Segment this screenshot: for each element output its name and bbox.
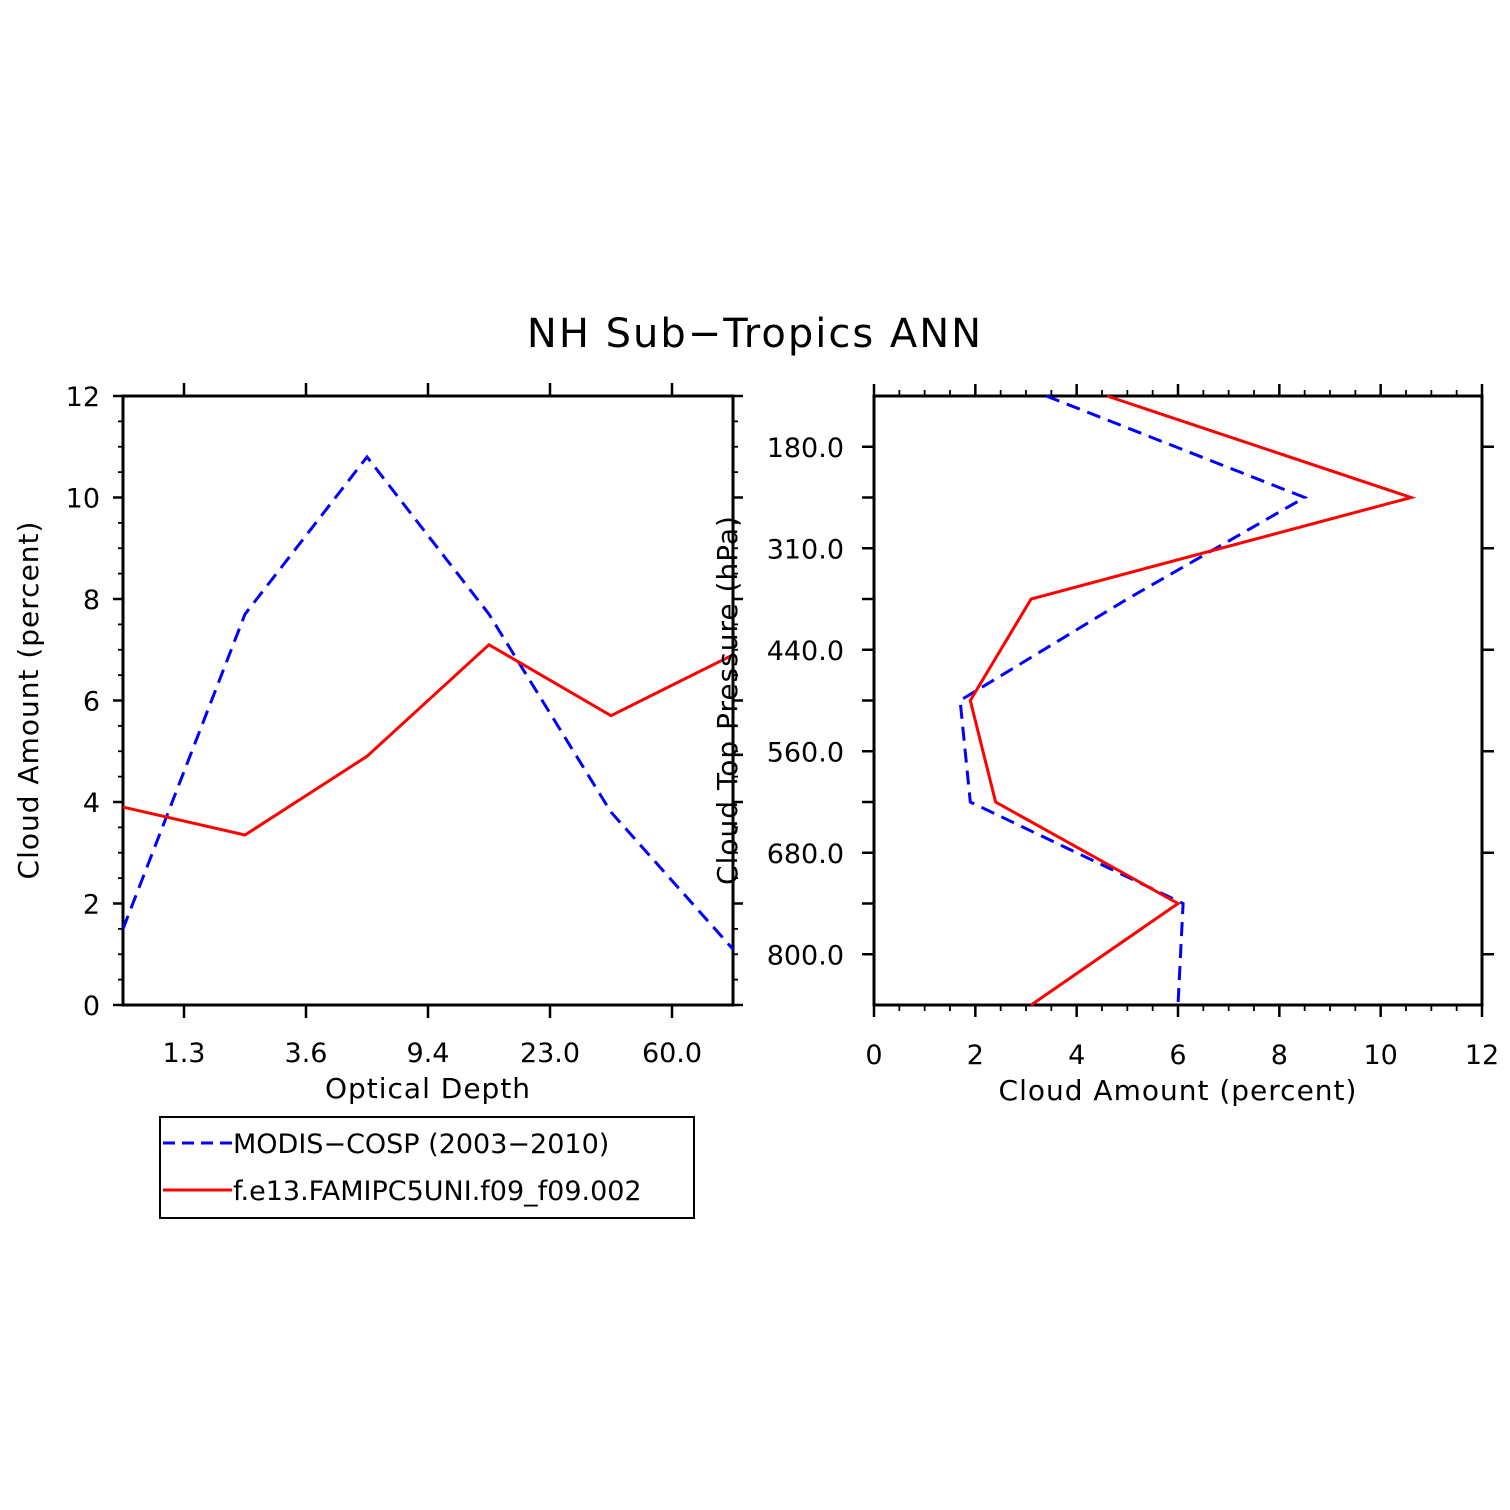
right-series-lines — [958, 394, 1417, 1007]
optical-depth-panel: 0 2 4 6 8 10 12 1.3 3.6 9.4 23.0 60.0 Optical Depth… — [12, 382, 743, 1105]
right-tick-labels: 0 2 4 6 8 10 12 180.0 310.0 440.0 560.0 680.0 800.0 — [767, 433, 1499, 1071]
left-x-tick-label: 9.4 — [407, 1038, 450, 1069]
left-x-tick-label: 60.0 — [642, 1038, 702, 1069]
left-tick-labels: 0 2 4 6 8 10 12 1.3 3.6 9.4 23.0 60.0 — [66, 382, 702, 1069]
legend-model-label: f.e13.FAMIPC5UNI.f09_f09.002 — [233, 1176, 642, 1207]
right-x-tick-label: 0 — [865, 1040, 882, 1071]
left-x-tick-label: 23.0 — [520, 1038, 580, 1069]
right-x-tick-label: 2 — [967, 1040, 984, 1071]
right-x-tick-label: 10 — [1363, 1040, 1397, 1071]
left-tick-marks — [113, 383, 743, 1018]
left-y-tick-label: 10 — [66, 484, 100, 515]
right-plot-frame — [872, 394, 1484, 1007]
left-x-tick-label: 3.6 — [285, 1038, 328, 1069]
right-x-tick-label: 6 — [1169, 1040, 1186, 1071]
left-y-tick-label: 6 — [83, 687, 100, 718]
right-obs-line — [958, 394, 1309, 1006]
right-x-tick-label: 4 — [1068, 1040, 1085, 1071]
left-y-tick-label: 2 — [83, 890, 100, 921]
left-y-tick-label: 0 — [83, 991, 100, 1022]
right-y-tick-label: 440.0 — [767, 636, 844, 667]
left-y-tick-label: 8 — [83, 585, 100, 616]
right-y-tick-label: 560.0 — [767, 737, 844, 768]
left-y-tick-label: 4 — [83, 788, 100, 819]
left-series-lines — [121, 454, 735, 951]
right-y-tick-label: 180.0 — [767, 433, 844, 464]
left-y-tick-label: 12 — [66, 382, 100, 413]
left-x-tick-label: 1.3 — [163, 1038, 206, 1069]
right-y-tick-label: 310.0 — [767, 534, 844, 565]
chart-title: NH Sub−Tropics ANN — [527, 311, 983, 357]
cloud-top-pressure-panel: 0 2 4 6 8 10 12180.0310.0440.0560.0680.0800.0 … — [711, 384, 1499, 1107]
right-y-tick-label: 680.0 — [767, 839, 844, 870]
right-tick-marks — [862, 384, 1494, 1017]
legend-box — [159, 1116, 695, 1219]
right-x-tick-label: 12 — [1465, 1040, 1499, 1071]
right-y-axis-title: Cloud Top Pressure (hPa) — [711, 515, 744, 885]
left-x-axis-title: Optical Depth — [325, 1072, 531, 1105]
left-obs-line — [121, 454, 735, 951]
right-model-line — [968, 394, 1417, 1007]
left-model-line — [122, 642, 734, 837]
legend-obs-label: MODIS−COSP (2003−2010) — [233, 1129, 609, 1160]
legend: MODIS−COSP (2003−2010) f.e13.FAMIPC5UNI.… — [159, 1116, 695, 1219]
right-x-tick-label: 8 — [1271, 1040, 1288, 1071]
left-y-axis-title: Cloud Amount (percent) — [12, 521, 45, 880]
right-y-tick-label: 800.0 — [767, 940, 844, 971]
right-x-axis-title: Cloud Amount (percent) — [999, 1074, 1358, 1107]
